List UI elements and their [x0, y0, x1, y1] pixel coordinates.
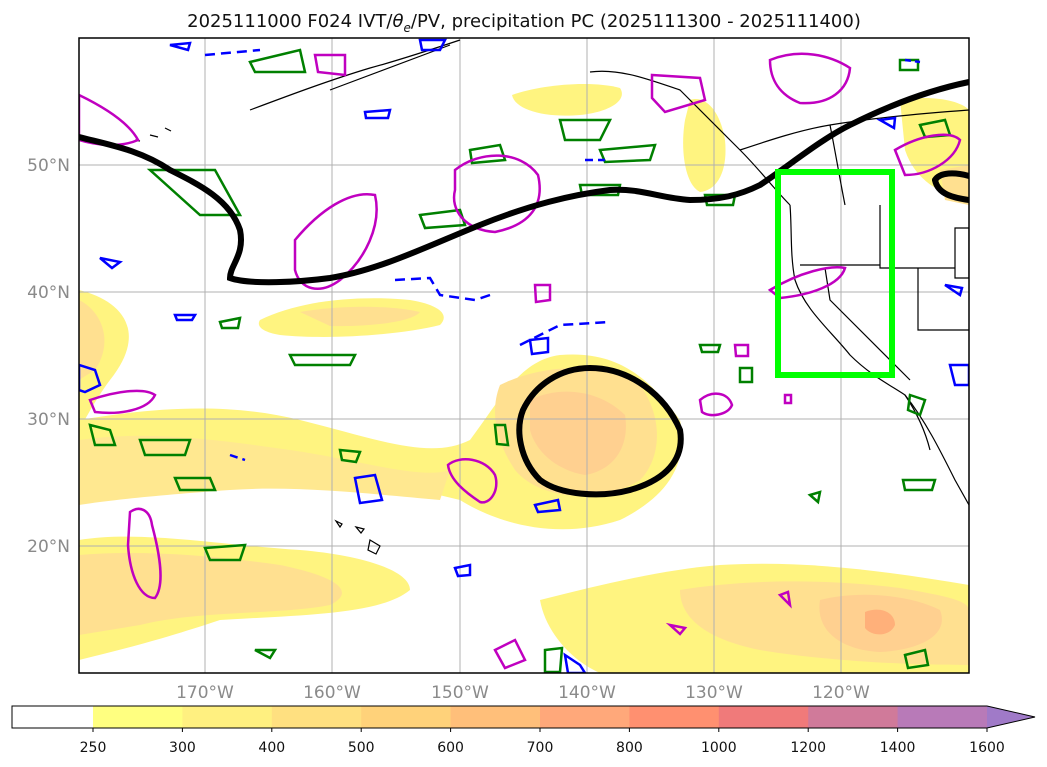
colorbar-cell [897, 706, 988, 728]
colorbar-cell [718, 706, 809, 728]
colorbar: 250 300 400 500 600 700 800 1000 1200 1400 1600 [11, 705, 1036, 756]
lat-label: 30°N [27, 410, 70, 430]
blue-contours [79, 38, 969, 673]
colorbar-label: 1200 [790, 740, 826, 756]
colorbar-cell [629, 706, 720, 728]
lat-label: 20°N [27, 537, 70, 557]
colorbar-cell [271, 706, 362, 728]
colorbar-cell [450, 706, 541, 728]
colorbar-label: 500 [348, 740, 375, 756]
chart-title: 2025111000 F024 IVT/θe/PV, precipitation… [187, 11, 861, 35]
colorbar-cell [361, 706, 452, 728]
colorbar-label: 300 [169, 740, 196, 756]
colorbar-label: 800 [616, 740, 643, 756]
colorbar-extend-arrow [987, 706, 1035, 728]
colorbar-label: 250 [80, 740, 107, 756]
lon-label: 130°W [685, 683, 743, 703]
lon-labels: 170°W 160°W 150°W 140°W 130°W 120°W [176, 683, 870, 703]
lon-label: 150°W [431, 683, 489, 703]
colorbar-label: 700 [527, 740, 554, 756]
colorbar-under [12, 706, 93, 728]
map-frame [78, 37, 970, 674]
colorbar-label: 600 [437, 740, 464, 756]
lon-label: 170°W [176, 683, 234, 703]
ivt-shading [79, 84, 969, 673]
lat-label: 40°N [27, 283, 70, 303]
colorbar-label: 1600 [969, 740, 1005, 756]
lat-label: 50°N [27, 156, 70, 176]
highlight-box [775, 169, 895, 378]
lon-label: 120°W [812, 683, 870, 703]
colorbar-label: 400 [258, 740, 285, 756]
colorbar-cell [182, 706, 273, 728]
colorbar-cell [540, 706, 630, 728]
map-area [78, 37, 970, 674]
colorbar-cell [808, 706, 899, 728]
thick-contours [79, 79, 969, 498]
lat-labels: 20°N 30°N 40°N 50°N [27, 156, 70, 557]
colorbar-label: 1000 [701, 740, 737, 756]
colorbar-label: 1400 [880, 740, 916, 756]
colorbar-cell [93, 706, 183, 728]
lon-label: 160°W [303, 683, 361, 703]
lon-label: 140°W [558, 683, 616, 703]
